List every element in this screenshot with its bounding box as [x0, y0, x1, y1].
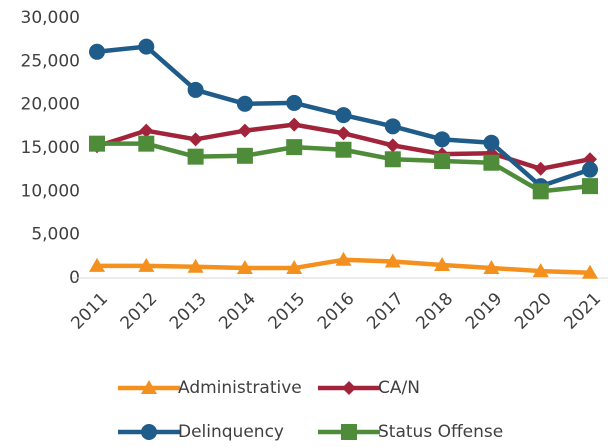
data-point: [188, 132, 203, 147]
x-tick-label: 2018: [412, 289, 457, 334]
data-point: [138, 38, 155, 55]
y-tick-label: 20,000: [21, 95, 80, 115]
data-point: [187, 148, 204, 165]
data-point: [483, 134, 500, 151]
data-point: [532, 263, 549, 278]
legend-marker: [141, 424, 157, 440]
data-point: [89, 257, 105, 272]
data-point: [335, 141, 352, 158]
data-point: [582, 161, 598, 178]
data-point: [286, 94, 303, 111]
data-point: [434, 257, 451, 271]
legend-marker: [341, 424, 357, 440]
data-point: [89, 43, 105, 60]
x-tick-label: 2015: [265, 289, 310, 334]
data-point: [187, 81, 204, 98]
data-point: [532, 183, 549, 200]
data-point: [287, 117, 302, 132]
data-point: [236, 95, 253, 112]
data-point: [138, 135, 155, 152]
data-point: [335, 107, 352, 124]
data-point: [236, 147, 253, 164]
legend-label: Status Offense: [378, 422, 503, 442]
y-tick-label: 30,000: [21, 8, 80, 28]
data-point: [139, 123, 154, 138]
data-point: [89, 135, 105, 152]
data-point: [434, 153, 451, 169]
legend-marker: [342, 381, 356, 395]
x-tick-label: 2011: [67, 289, 112, 334]
x-tick-label: 2017: [363, 289, 408, 334]
y-tick-label: 25,000: [21, 51, 80, 71]
data-point: [336, 126, 351, 141]
data-point: [483, 260, 500, 275]
x-tick-label: 2019: [462, 289, 507, 334]
data-point: [138, 257, 155, 272]
x-tick-label: 2021: [560, 289, 605, 334]
data-point: [187, 258, 204, 273]
x-tick-label: 2016: [314, 289, 359, 334]
x-tick-label: 2013: [166, 289, 211, 334]
data-point: [582, 264, 598, 279]
data-point: [384, 151, 401, 168]
data-point: [385, 138, 400, 153]
legend-label: Administrative: [178, 378, 302, 398]
data-point: [237, 123, 252, 138]
data-point: [384, 118, 401, 135]
x-tick-label: 2020: [511, 289, 556, 334]
x-tick-label: 2014: [215, 289, 260, 334]
x-tick-label: 2012: [117, 289, 162, 334]
data-point: [236, 260, 253, 275]
data-point: [434, 131, 451, 148]
legend-label: Delinquency: [178, 422, 284, 442]
legend-marker: [141, 380, 157, 394]
data-point: [286, 260, 303, 275]
y-tick-label: 15,000: [21, 138, 80, 158]
y-tick-label: 5,000: [31, 225, 80, 245]
data-point: [483, 154, 500, 171]
data-point: [384, 253, 401, 268]
data-point: [335, 251, 352, 266]
data-point: [533, 161, 548, 176]
legend-label: CA/N: [378, 378, 420, 398]
data-point: [582, 178, 598, 195]
data-point: [286, 139, 303, 156]
y-tick-label: 10,000: [21, 181, 80, 201]
